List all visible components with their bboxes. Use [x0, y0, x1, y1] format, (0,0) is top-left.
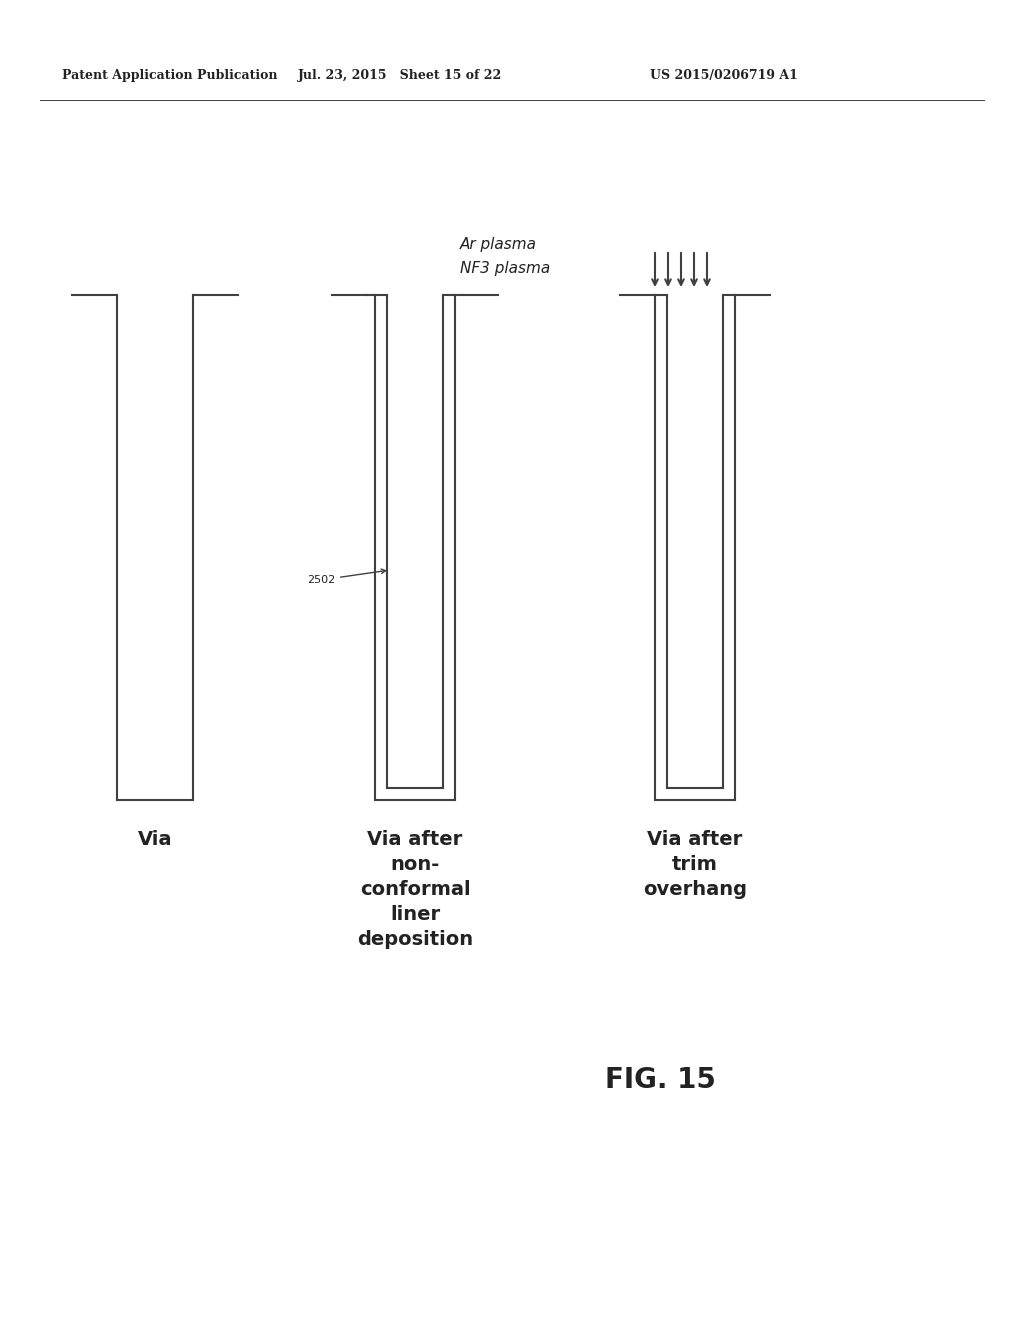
Text: FIG. 15: FIG. 15	[604, 1067, 716, 1094]
Text: Patent Application Publication: Patent Application Publication	[62, 69, 278, 82]
Text: NF3 plasma: NF3 plasma	[460, 260, 550, 276]
Text: 2502: 2502	[307, 569, 386, 585]
Text: US 2015/0206719 A1: US 2015/0206719 A1	[650, 69, 798, 82]
Text: Via after
non-
conformal
liner
deposition: Via after non- conformal liner depositio…	[357, 830, 473, 949]
Text: Ar plasma: Ar plasma	[460, 238, 537, 252]
Text: Jul. 23, 2015   Sheet 15 of 22: Jul. 23, 2015 Sheet 15 of 22	[298, 69, 502, 82]
Text: Via after
trim
overhang: Via after trim overhang	[643, 830, 746, 899]
Text: Via: Via	[138, 830, 172, 849]
